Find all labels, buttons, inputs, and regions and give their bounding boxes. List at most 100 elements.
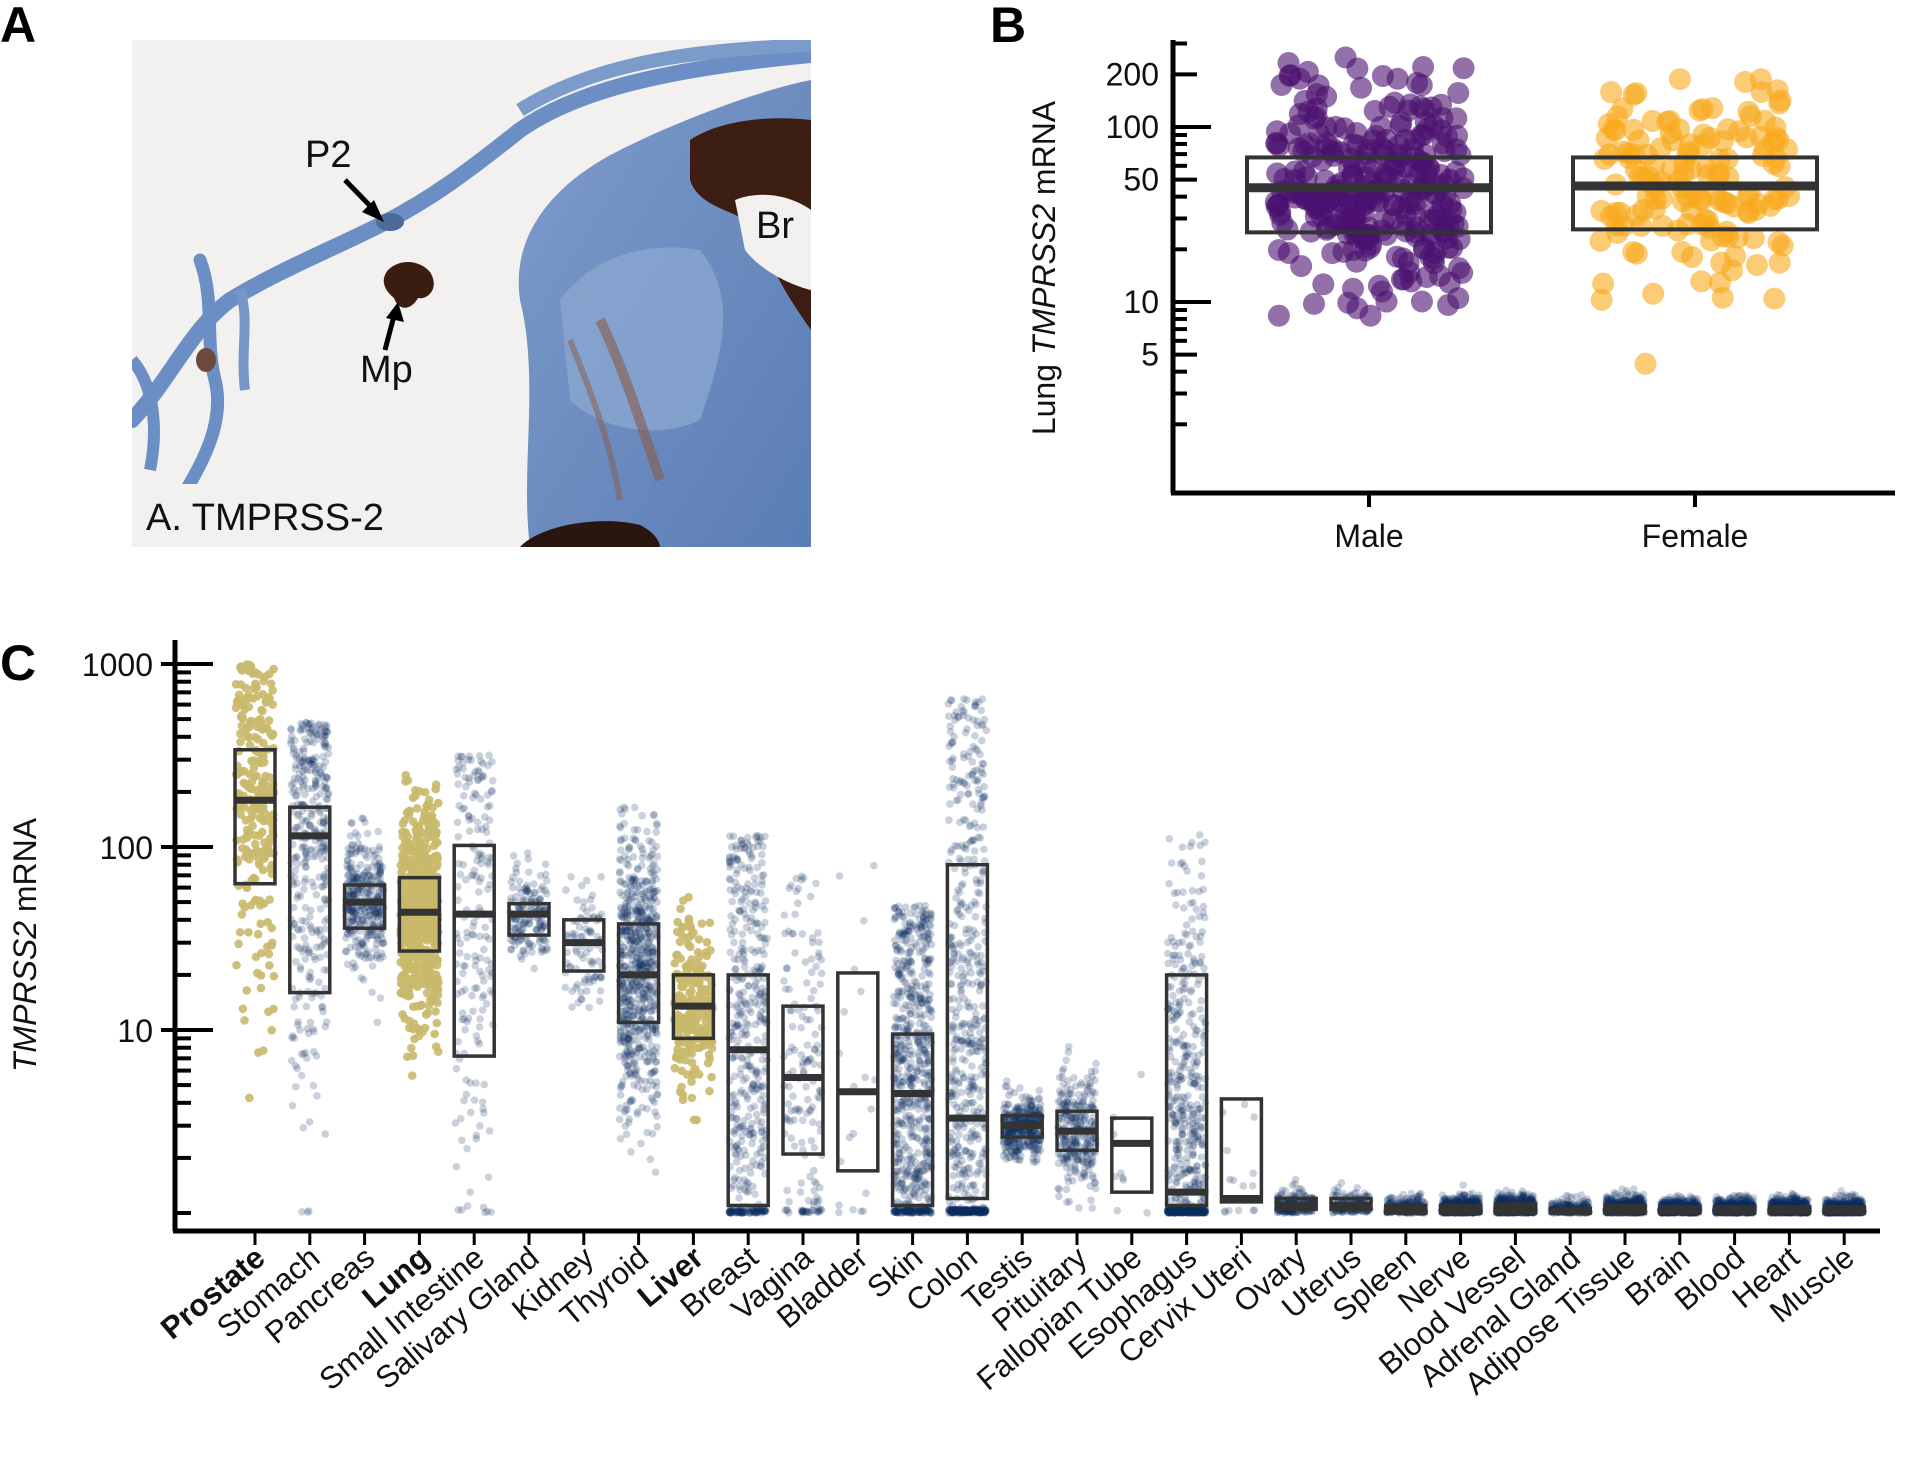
point-thyroid bbox=[640, 943, 649, 952]
point-small-intestine bbox=[472, 872, 481, 880]
box-female bbox=[1571, 155, 1819, 232]
point-vagina bbox=[806, 892, 815, 901]
point-small-intestine bbox=[480, 1080, 488, 1089]
point-stomach bbox=[307, 812, 316, 820]
panel-letter-a: A bbox=[0, 0, 36, 53]
point-vagina bbox=[807, 1136, 816, 1145]
point-small-intestine bbox=[468, 814, 476, 823]
point-female bbox=[1622, 118, 1645, 141]
point-stomach bbox=[306, 968, 315, 977]
point-thyroid bbox=[616, 836, 625, 845]
point-stomach bbox=[288, 1033, 296, 1042]
point-stomach bbox=[311, 955, 319, 964]
point-thyroid bbox=[653, 821, 661, 830]
point-stomach bbox=[320, 935, 329, 944]
point-stomach bbox=[287, 725, 296, 734]
point-stomach bbox=[324, 750, 333, 758]
point-small-intestine bbox=[469, 1007, 477, 1016]
point-lung bbox=[433, 998, 442, 1008]
point-stomach bbox=[301, 735, 309, 743]
label-p2: P2 bbox=[305, 134, 351, 176]
point-lung bbox=[401, 770, 411, 780]
point-skin bbox=[918, 947, 926, 956]
x-tick-label-male: Male bbox=[1334, 518, 1403, 554]
point-skin bbox=[912, 978, 920, 987]
point-skin bbox=[895, 1206, 903, 1215]
point-thyroid bbox=[625, 1115, 633, 1123]
point-skin bbox=[921, 932, 929, 941]
point-small-intestine bbox=[478, 1098, 487, 1106]
point-prostate bbox=[261, 724, 271, 733]
point-female bbox=[1668, 68, 1691, 91]
point-prostate bbox=[242, 986, 251, 995]
point-stomach bbox=[315, 978, 323, 987]
point-stomach bbox=[296, 726, 305, 735]
point-skin bbox=[898, 1098, 906, 1107]
point-thyroid bbox=[631, 875, 639, 883]
point-vagina bbox=[794, 899, 802, 908]
point-small-intestine bbox=[479, 977, 488, 985]
point-stomach bbox=[295, 762, 304, 770]
point-stomach bbox=[308, 755, 317, 764]
point-thyroid bbox=[633, 865, 642, 874]
point-kidney bbox=[585, 1003, 593, 1012]
point-prostate bbox=[264, 1007, 273, 1016]
y-tick-label: 50 bbox=[1123, 162, 1159, 198]
point-breast bbox=[740, 1013, 748, 1022]
point-stomach bbox=[304, 720, 313, 729]
point-stomach bbox=[309, 797, 317, 805]
point-male bbox=[1296, 60, 1319, 83]
point-stomach bbox=[323, 727, 331, 736]
micrograph-caption: A. TMPRSS-2 bbox=[146, 497, 384, 539]
point-breast bbox=[744, 1187, 753, 1195]
point-salivary-gland bbox=[507, 945, 515, 954]
point-stomach bbox=[301, 776, 309, 785]
point-vagina bbox=[787, 881, 795, 890]
point-female bbox=[1766, 79, 1789, 102]
point-male bbox=[1363, 99, 1386, 122]
point-lung bbox=[424, 795, 434, 805]
point-bladder bbox=[835, 1208, 843, 1217]
point-lung bbox=[404, 985, 414, 995]
point-thyroid bbox=[627, 1148, 635, 1156]
point-stomach bbox=[306, 975, 314, 984]
point-liver bbox=[695, 1043, 705, 1052]
point-lung bbox=[400, 1014, 409, 1023]
point-kidney bbox=[586, 957, 595, 965]
point-small-intestine bbox=[479, 1105, 487, 1113]
point-vagina bbox=[798, 930, 807, 938]
point-female bbox=[1634, 352, 1657, 375]
point-stomach bbox=[297, 1050, 306, 1058]
point-prostate bbox=[258, 689, 268, 699]
point-vagina bbox=[816, 1183, 824, 1192]
point-stomach bbox=[313, 928, 321, 936]
point-prostate bbox=[236, 663, 245, 672]
point-stomach bbox=[306, 759, 315, 768]
point-thyroid bbox=[653, 1122, 661, 1131]
point-stomach bbox=[303, 1024, 312, 1033]
point-prostate bbox=[256, 901, 265, 910]
point-prostate bbox=[264, 949, 274, 959]
point-bladder bbox=[861, 1073, 869, 1082]
point-kidney bbox=[584, 927, 592, 936]
point-pancreas bbox=[367, 886, 376, 895]
point-pancreas bbox=[363, 829, 372, 838]
point-kidney bbox=[580, 898, 588, 906]
point-female bbox=[1635, 143, 1658, 166]
point-lung bbox=[425, 996, 435, 1005]
point-skin bbox=[907, 1155, 916, 1164]
point-stomach bbox=[318, 771, 326, 780]
point-thyroid bbox=[648, 879, 657, 887]
point-kidney bbox=[561, 983, 570, 992]
point-lung bbox=[412, 834, 421, 843]
point-stomach bbox=[301, 1049, 310, 1057]
point-liver bbox=[687, 1093, 697, 1103]
point-prostate bbox=[249, 763, 259, 773]
point-vagina bbox=[789, 930, 798, 938]
point-stomach bbox=[319, 819, 328, 828]
point-stomach bbox=[298, 947, 307, 956]
point-stomach bbox=[303, 853, 312, 862]
point-female bbox=[1737, 100, 1760, 123]
point-skin bbox=[924, 1194, 932, 1203]
